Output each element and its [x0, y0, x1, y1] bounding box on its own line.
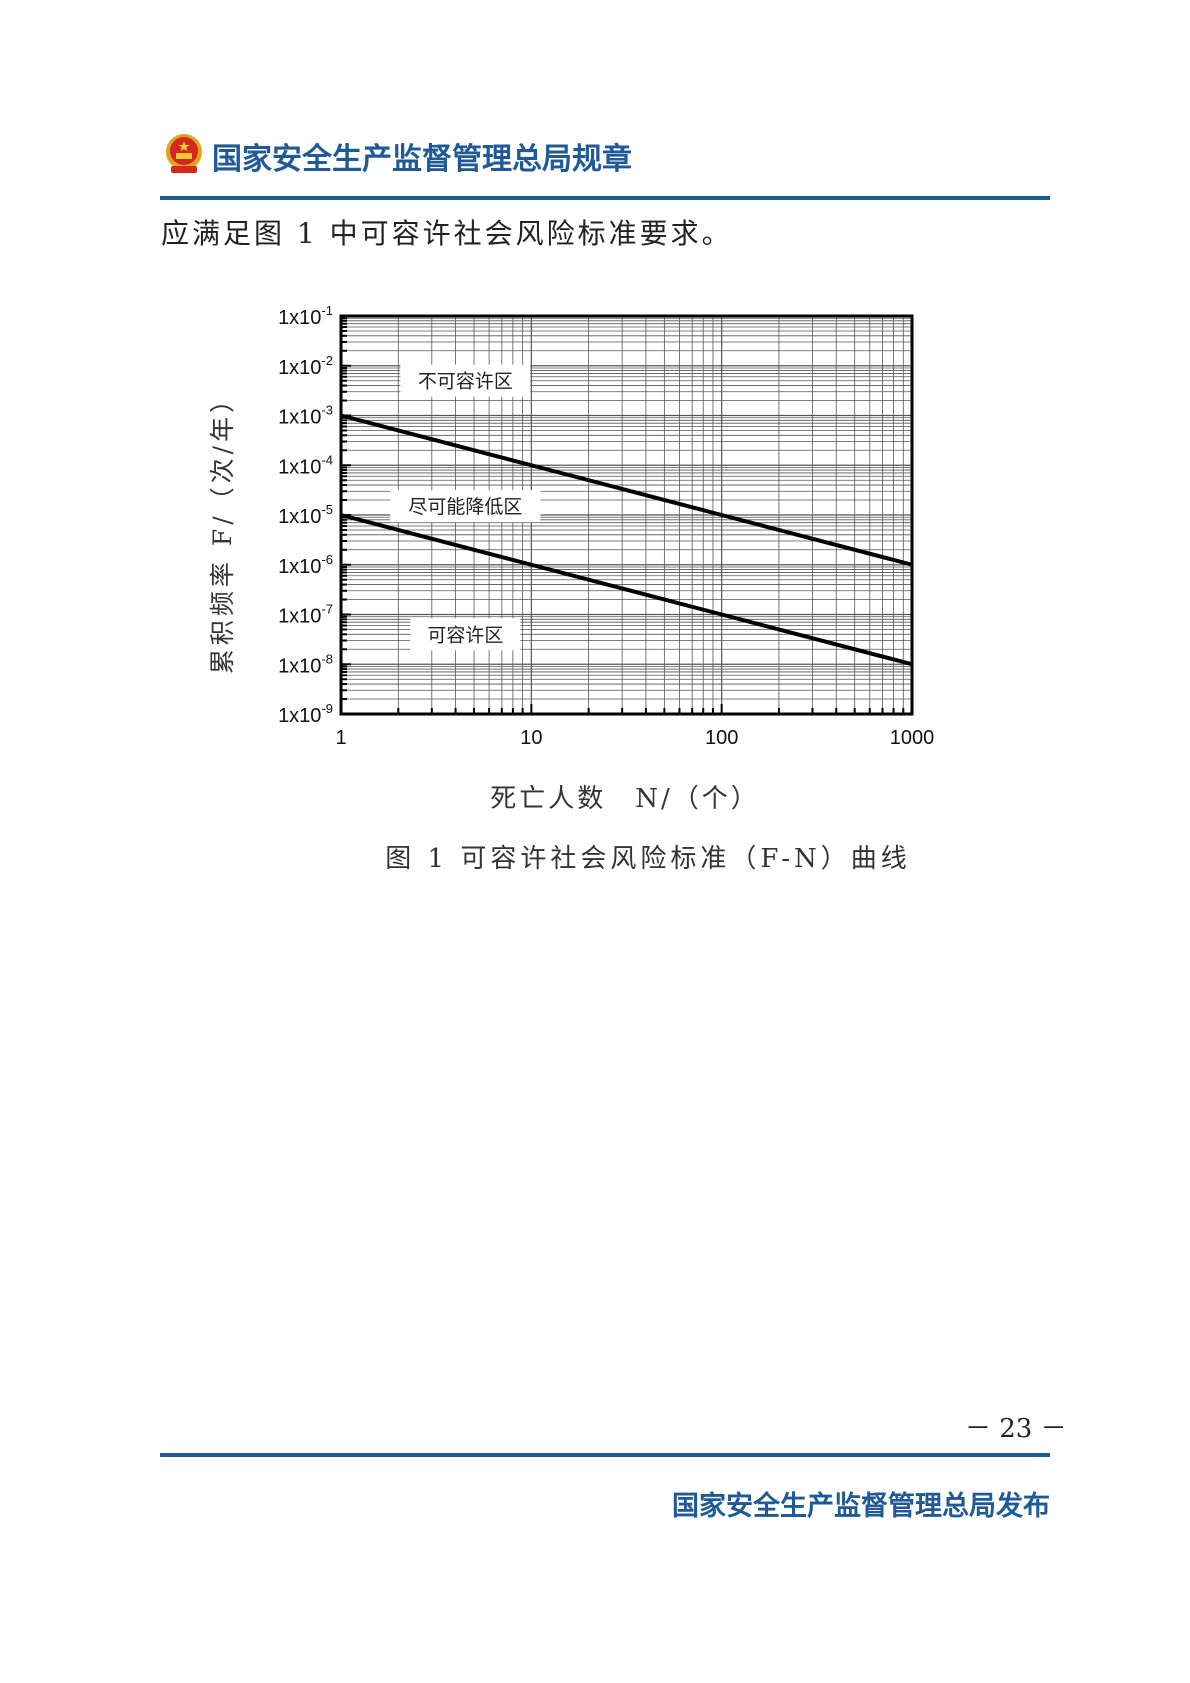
- y-tick-label: 1x10-3: [278, 403, 333, 429]
- header-divider: [160, 196, 1050, 200]
- y-axis-label: 累积频率 F/（次/年）: [208, 383, 237, 675]
- y-tick-label: 1x10-1: [278, 303, 333, 329]
- footer-publisher: 国家安全生产监督管理总局发布: [672, 1491, 1050, 1522]
- y-tick-base: 1x10: [278, 606, 321, 628]
- upper-boundary-line: [340, 413, 913, 567]
- plot-frame: [339, 314, 914, 716]
- y-tick-base: 1x10: [278, 307, 321, 329]
- y-tick-base: 1x10: [278, 407, 321, 429]
- page-number: － 23 －: [965, 1414, 1067, 1444]
- header-title: 国家安全生产监督管理总局规章: [212, 142, 632, 177]
- y-tick-base: 1x10: [278, 655, 321, 677]
- y-tick-base: 1x10: [278, 506, 321, 528]
- y-tick-exponent: -6: [321, 552, 333, 567]
- x-axis-label: 死亡人数 N/（个）: [490, 784, 760, 814]
- y-tick-label: 1x10-8: [278, 651, 333, 677]
- zone-label-background: [400, 364, 531, 397]
- x-tick-label: 1000: [890, 727, 935, 749]
- y-tick-exponent: -1: [321, 303, 333, 318]
- y-tick-exponent: -7: [321, 602, 333, 617]
- body-paragraph: 应满足图 1 中可容许社会风险标准要求。: [161, 217, 733, 250]
- y-tick-exponent: -4: [321, 452, 333, 467]
- y-tick-label: 1x10-6: [278, 552, 333, 578]
- zone-label: 不可容许区: [418, 371, 513, 393]
- y-tick-base: 1x10: [278, 556, 321, 578]
- y-tick-label: 1x10-5: [278, 502, 333, 528]
- zone-label-background: [410, 618, 521, 651]
- y-tick-label: 1x10-9: [278, 701, 333, 727]
- national-emblem-icon: [166, 134, 202, 173]
- zone-label: 尽可能降低区: [408, 496, 522, 518]
- zone-label: 可容许区: [427, 624, 503, 646]
- zone-label-background: [390, 490, 541, 523]
- x-tick-label: 1: [335, 727, 346, 749]
- y-tick-exponent: -2: [321, 353, 333, 368]
- y-tick-base: 1x10: [278, 705, 321, 727]
- lower-boundary-line: [340, 513, 913, 667]
- y-tick-exponent: -3: [321, 403, 333, 418]
- y-tick-base: 1x10: [278, 456, 321, 478]
- y-tick-exponent: -9: [321, 701, 333, 716]
- x-tick-label: 100: [705, 727, 738, 749]
- x-tick-label: 10: [520, 727, 542, 749]
- y-tick-label: 1x10-2: [278, 353, 333, 379]
- y-tick-exponent: -8: [321, 651, 333, 666]
- footer-divider: [160, 1453, 1050, 1457]
- y-tick-exponent: -5: [321, 502, 333, 517]
- y-tick-base: 1x10: [278, 357, 321, 379]
- y-tick-label: 1x10-4: [278, 452, 333, 478]
- y-tick-label: 1x10-7: [278, 602, 333, 628]
- figure-caption: 图 1 可容许社会风险标准（F-N）曲线: [385, 844, 911, 874]
